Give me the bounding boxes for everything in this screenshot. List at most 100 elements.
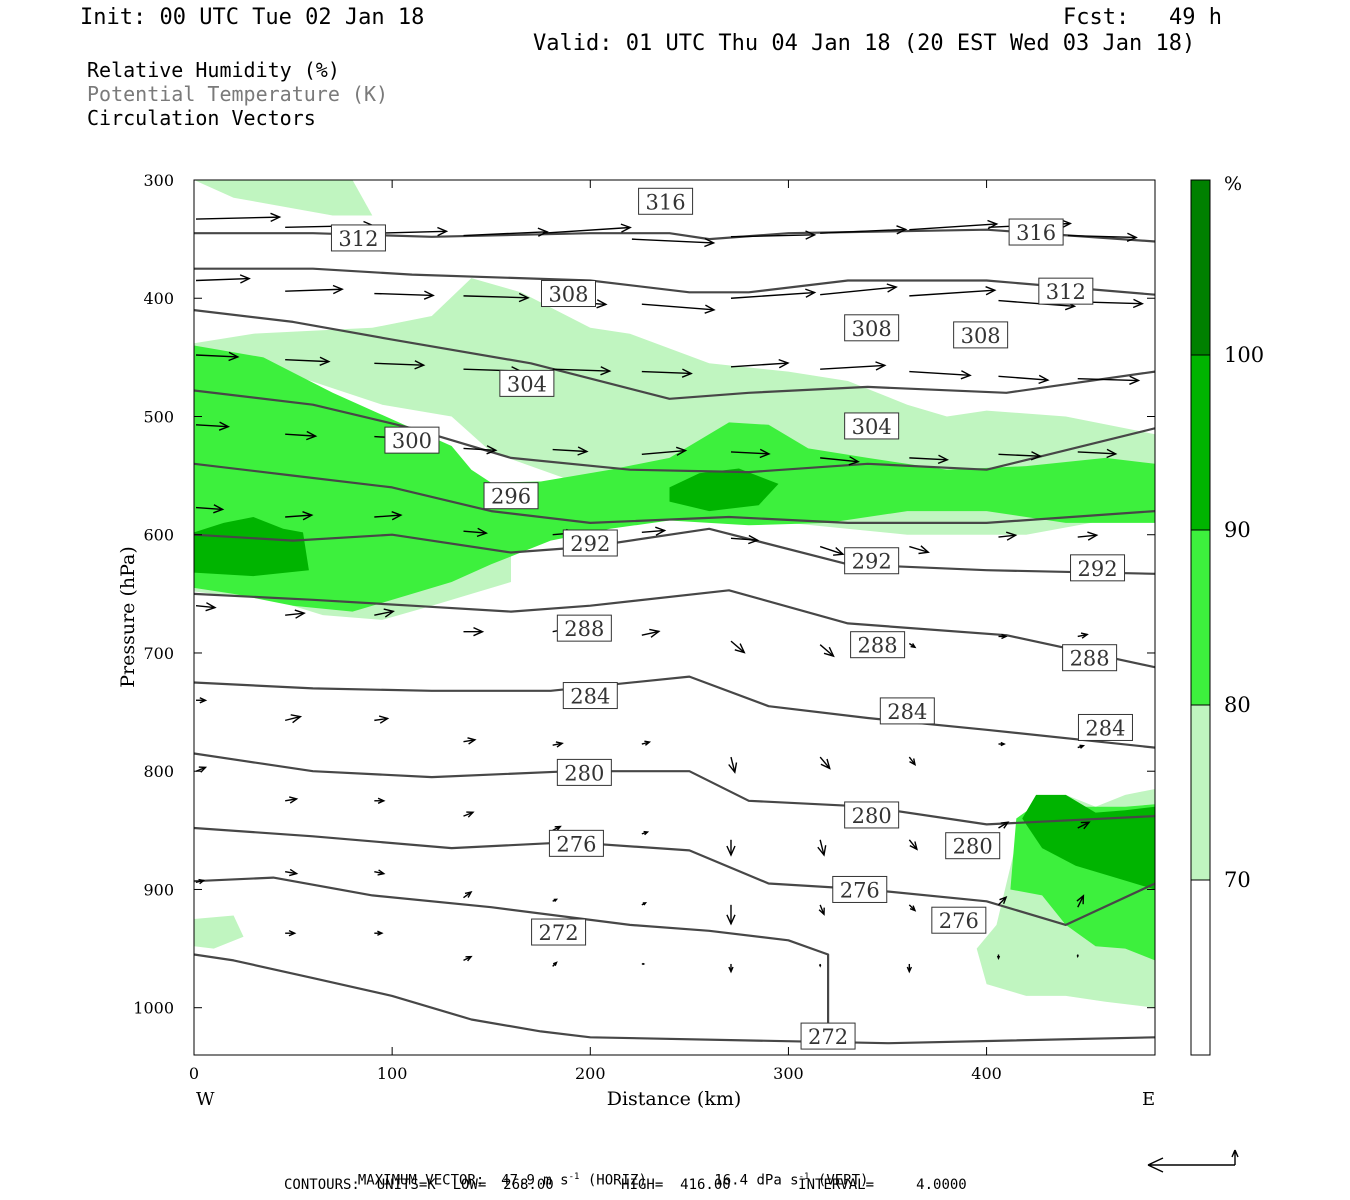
- theta-label-box: [384, 426, 440, 454]
- theta-contour-280: [194, 826, 1155, 927]
- theta-label-box: [1008, 218, 1064, 246]
- theta-label: 300: [392, 429, 432, 453]
- theta-label-box: [531, 918, 587, 946]
- circulation-vector: [195, 504, 225, 514]
- theta-label: 292: [570, 532, 610, 556]
- circulation-vector: [730, 640, 746, 654]
- circulation-vector: [463, 445, 498, 455]
- circulation-vector: [285, 356, 331, 366]
- theta-label: 312: [1046, 280, 1086, 304]
- theta-label: 304: [852, 415, 892, 439]
- circulation-vector: [641, 830, 650, 836]
- colorbar-segment: [1191, 705, 1210, 880]
- circulation-vector: [195, 766, 208, 773]
- west-label: W: [196, 1089, 215, 1110]
- circulation-vector: [552, 961, 558, 967]
- theta-contour-308: [194, 309, 1155, 400]
- circulation-vector: [730, 230, 817, 240]
- circulation-vector: [1076, 894, 1085, 908]
- circulation-vector: [285, 430, 318, 441]
- circulation-vector: [463, 737, 477, 745]
- theta-contour-304: [194, 389, 1155, 474]
- circulation-vector: [285, 284, 344, 295]
- x-tick-label: 400: [971, 1064, 1002, 1083]
- circulation-vector: [374, 608, 395, 618]
- circulation-vector: [1077, 744, 1086, 749]
- circulation-vector: [374, 511, 403, 521]
- theta-label: 312: [338, 227, 378, 251]
- circulation-vector: [906, 963, 913, 974]
- theta-label: 272: [808, 1025, 848, 1049]
- circulation-vector: [730, 288, 817, 299]
- circulation-vector: [552, 446, 589, 456]
- circulation-vector: [1077, 448, 1118, 459]
- circulation-vector: [285, 929, 297, 937]
- circulation-vector: [285, 609, 306, 619]
- circulation-vector: [285, 868, 299, 877]
- theta-label: 288: [1070, 647, 1110, 671]
- y-tick-label: 300: [143, 171, 174, 190]
- theta-contour-292: [194, 589, 1155, 669]
- circulation-vector: [195, 351, 240, 362]
- theta-label: 284: [570, 685, 610, 709]
- max-vert-value: 16.4 dPa s: [714, 1172, 799, 1189]
- rh-region-70: [194, 180, 373, 216]
- y-tick-label: 1000: [133, 999, 174, 1018]
- theta-label: 292: [1077, 557, 1117, 581]
- circulation-vector: [818, 904, 825, 916]
- circulation-vector: [641, 740, 652, 746]
- y-tick-label: 500: [143, 407, 174, 426]
- circulation-vector: [726, 904, 736, 926]
- circulation-vector: [631, 237, 716, 248]
- theta-label: 316: [1016, 221, 1056, 245]
- y-axis-title: Pressure (hPa): [117, 546, 139, 688]
- theta-label-box: [1077, 713, 1133, 741]
- circulation-vector: [996, 954, 1001, 961]
- theta-label: 288: [858, 634, 898, 658]
- circulation-vector: [552, 366, 612, 376]
- circulation-vector: [374, 797, 386, 804]
- max-horiz-value: 47.9 m s: [501, 1172, 569, 1189]
- theta-contour-272: [194, 953, 1155, 1045]
- forecast-hour: Fcst: 49 h: [1063, 5, 1222, 30]
- circulation-vector: [908, 756, 917, 766]
- circulation-vector: [998, 531, 1018, 541]
- circulation-vector: [374, 930, 384, 936]
- circulation-vector: [374, 869, 386, 876]
- circulation-vector: [374, 226, 449, 237]
- reference-vector-icon: [1147, 1149, 1239, 1173]
- legend-relative-humidity: Relative Humidity (%): [87, 58, 340, 82]
- theta-label-box: [548, 829, 604, 857]
- theta-label: 308: [852, 317, 892, 341]
- circulation-vector: [463, 292, 530, 303]
- theta-label-box: [562, 682, 618, 710]
- theta-label-box: [850, 631, 906, 659]
- circulation-vector: [1077, 821, 1091, 830]
- circulation-vector: [195, 602, 217, 612]
- circulation-vector: [730, 534, 760, 545]
- circulation-vector: [726, 839, 736, 857]
- theta-label: 296: [491, 485, 531, 509]
- circulation-vector: [641, 962, 646, 966]
- circulation-vector: [998, 451, 1043, 461]
- circulation-vector: [819, 644, 835, 658]
- valid-time: Valid: 01 UTC Thu 04 Jan 18 (20 EST Wed …: [533, 31, 1196, 56]
- colorbar-label: 80: [1224, 693, 1251, 717]
- theta-contour-276: [194, 876, 830, 1032]
- circulation-vector: [908, 642, 917, 649]
- theta-label-box: [330, 224, 386, 252]
- x-tick-label: 100: [377, 1064, 408, 1083]
- theta-label: 292: [852, 550, 892, 574]
- theta-label: 316: [646, 190, 686, 214]
- theta-label: 276: [840, 878, 880, 902]
- theta-label-box: [562, 529, 618, 557]
- theta-label-box: [832, 875, 888, 903]
- circulation-vector: [998, 821, 1010, 829]
- circulation-vector: [463, 890, 473, 899]
- theta-label-box: [945, 832, 1001, 860]
- circulation-vector: [285, 511, 314, 521]
- circulation-vector: [819, 756, 831, 770]
- colorbar-unit: %: [1224, 173, 1242, 195]
- circulation-vector: [641, 303, 716, 314]
